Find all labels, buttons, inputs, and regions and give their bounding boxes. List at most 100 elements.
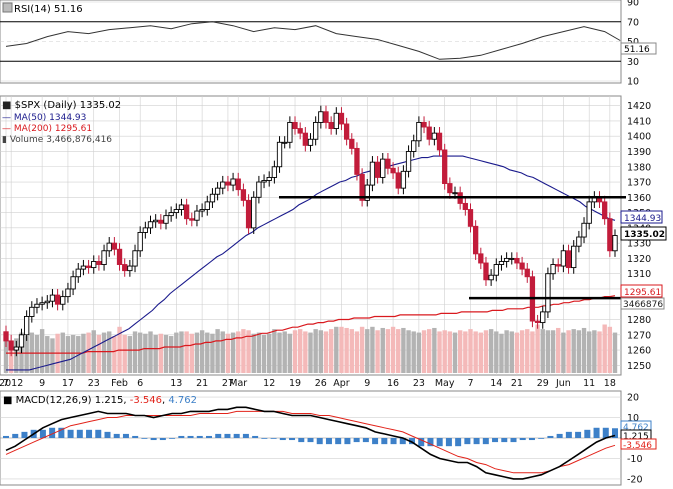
rsi-legend-swatch <box>2 2 13 13</box>
volume-bar <box>561 332 566 373</box>
macd-histogram-bar <box>113 433 120 438</box>
ma200-legend: — MA(200) 1295.61 <box>2 124 92 134</box>
candle-body <box>571 245 577 269</box>
macd-histogram-bar <box>575 431 582 438</box>
volume-bar <box>540 329 545 373</box>
candle-body <box>442 149 448 185</box>
date-tick-label: 21 <box>511 378 523 389</box>
volume-bar <box>483 330 489 373</box>
candle-body <box>302 132 308 146</box>
volume-bar <box>416 332 422 373</box>
last-price-tag: 1335.02 <box>620 226 667 241</box>
macd-histogram-bar <box>141 438 148 439</box>
candle-body <box>194 210 200 221</box>
volume-bar <box>530 331 535 373</box>
candle-body <box>586 201 592 224</box>
macd-histogram-bar <box>298 438 305 443</box>
price-tick-label: 1320 <box>627 254 651 265</box>
volume-bar <box>277 332 282 373</box>
candle-body <box>287 121 293 143</box>
candle-body <box>292 121 298 130</box>
volume-bar <box>334 326 339 373</box>
volume-bar <box>571 329 576 373</box>
macd-histogram-bar <box>565 431 572 438</box>
volume-bar <box>297 329 303 373</box>
macd-signal-tag: -3.546 <box>620 438 657 451</box>
date-tick-label: 16 <box>387 378 399 389</box>
date-tick-label: 23 <box>88 378 100 389</box>
macd-histogram-bar <box>362 438 369 443</box>
candle-body <box>390 167 396 174</box>
volume-bar <box>421 330 427 373</box>
volume-bar <box>241 329 246 373</box>
volume-bar <box>468 329 473 373</box>
macd-histogram-bar <box>528 438 535 441</box>
candle-body <box>147 221 154 229</box>
price-tick-label: 1260 <box>627 346 651 357</box>
candle-body <box>550 264 556 275</box>
candle-body <box>70 276 76 290</box>
macd-histogram-bar <box>21 431 28 438</box>
date-tick-label: 7 <box>3 378 9 389</box>
candle-body <box>447 183 453 194</box>
date-tick-label: 17 <box>62 378 74 389</box>
ma50-legend: — MA(50) 1344.93 <box>2 113 86 123</box>
macd-histogram-bar <box>3 435 9 438</box>
candle-body <box>498 261 505 265</box>
macd-histogram-bar <box>602 427 609 438</box>
volume-bar <box>246 330 251 373</box>
volume-bar <box>122 334 127 373</box>
rsi-tick-label: 30 <box>627 57 639 68</box>
candle-body <box>266 176 272 181</box>
candle-body <box>65 288 71 298</box>
volume-bar <box>597 331 602 373</box>
volume-bar <box>179 331 184 373</box>
candle-body <box>297 128 303 134</box>
price-tick-label: 1420 <box>627 101 651 112</box>
candle-body <box>343 123 350 140</box>
volume-bar <box>509 331 514 373</box>
volume-bar <box>39 329 45 373</box>
macd-histogram-bar <box>289 438 296 441</box>
macd-line <box>5 406 616 480</box>
candle-body <box>116 248 123 265</box>
date-tick-label: Feb <box>111 378 128 389</box>
macd-histogram-bar <box>325 438 332 445</box>
rsi-tick-label: 90 <box>627 0 639 9</box>
volume-bar <box>437 331 442 373</box>
date-tick-label: Apr <box>333 378 350 389</box>
macd-histogram-bar <box>381 438 388 445</box>
candle-body <box>54 294 61 305</box>
volume-bar <box>127 336 133 373</box>
volume-bar <box>349 329 354 373</box>
volume-bar <box>189 333 194 373</box>
candle-body <box>261 180 267 183</box>
candle-body <box>96 261 102 265</box>
volume-bar <box>261 334 267 373</box>
volume-bar <box>457 330 463 373</box>
volume-bar <box>612 332 618 373</box>
candle-body <box>101 250 107 265</box>
price-tick-label: 1330 <box>627 239 651 250</box>
macd-histogram-bar <box>49 427 56 438</box>
candle-body <box>220 181 226 189</box>
volume-bar <box>401 327 406 373</box>
volume-bar <box>592 330 597 373</box>
volume-bar <box>550 330 556 373</box>
candle-body <box>122 264 128 272</box>
volume-bar <box>8 344 14 373</box>
rsi-tick-label: 70 <box>627 17 639 28</box>
price-tick-label: 1370 <box>627 178 651 189</box>
volume-bar <box>225 333 231 373</box>
candle-body <box>240 189 247 201</box>
date-tick-label: May <box>435 378 455 389</box>
candle-body <box>214 187 221 195</box>
date-tick-label: 19 <box>289 378 301 389</box>
volume-bar <box>396 329 401 373</box>
candle-body <box>245 199 252 229</box>
candle-body <box>282 141 288 144</box>
volume-bar <box>566 330 571 373</box>
macd-legend: ■ MACD(12,26,9) 1.215, -3.546, 4.762 <box>3 395 197 406</box>
volume-bar <box>545 330 551 373</box>
